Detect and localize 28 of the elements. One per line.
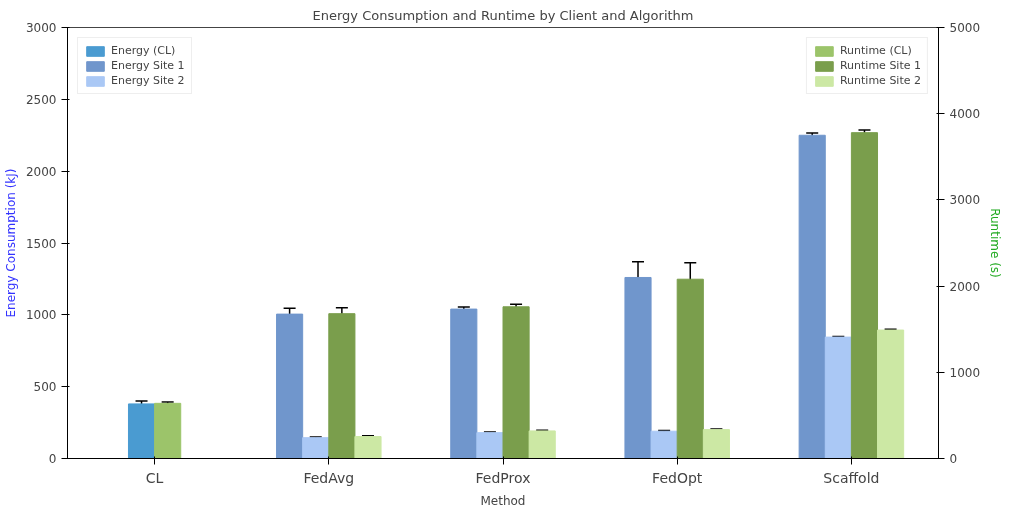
x-tick-label: CL — [145, 469, 164, 486]
y2-tick-label: 0 — [949, 452, 958, 466]
y2-axis-title: Runtime (s) — [988, 208, 1003, 278]
y-tick-label: 1000 — [25, 308, 57, 323]
chart-title: Energy Consumption and Runtime by Client and Algorithm — [312, 7, 694, 23]
x-tick-label: FedAvg — [303, 469, 355, 486]
x-tick-label: FedOpt — [652, 469, 703, 486]
y2-tick-label: 1000 — [949, 365, 981, 380]
y2-tick-label: 2000 — [949, 279, 981, 294]
y-axis-title: Energy Consumption (kJ) — [3, 168, 18, 318]
legend-label: Energy Site 2 — [111, 74, 185, 87]
legend-label: Energy Site 1 — [111, 59, 185, 72]
y-tick-label: 2000 — [25, 164, 57, 179]
x-axis-title: Method — [480, 493, 526, 508]
legend-label: Runtime (CL) — [839, 44, 912, 57]
legend-label: Energy (CL) — [111, 44, 176, 57]
y2-tick-label: 5000 — [949, 21, 981, 35]
y-tick-label: 2500 — [25, 92, 57, 107]
legend-label: Runtime Site 1 — [839, 59, 921, 72]
x-tick-label: FedProx — [475, 469, 531, 486]
x-tick-label: Scaffold — [823, 469, 880, 486]
y-tick-label: 500 — [33, 380, 57, 395]
y-tick-label: 0 — [48, 452, 57, 466]
y-tick-label: 3000 — [25, 21, 57, 35]
y2-tick-label: 3000 — [949, 193, 981, 208]
y2-tick-label: 4000 — [949, 107, 981, 122]
legend-label: Runtime Site 2 — [839, 74, 921, 87]
y-tick-label: 1500 — [25, 236, 57, 251]
